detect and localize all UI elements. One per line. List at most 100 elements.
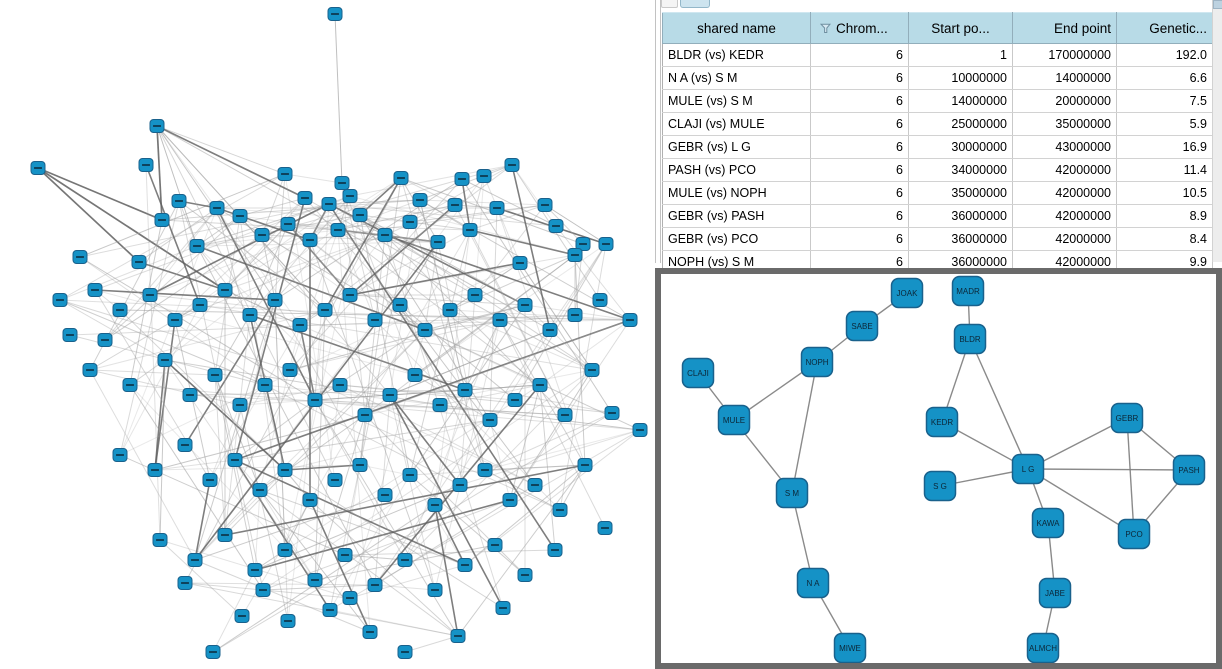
network-node[interactable] [154,213,170,227]
subnetwork-node-gebr[interactable]: GEBR [1110,402,1144,434]
table-cell[interactable]: CLAJI (vs) MULE [662,112,811,136]
network-node[interactable] [205,645,221,659]
network-node[interactable] [548,219,564,233]
table-cell[interactable]: 35000000 [1012,112,1117,136]
network-node[interactable] [252,483,268,497]
network-node[interactable] [487,538,503,552]
network-node[interactable] [367,578,383,592]
subnetwork-node-sabe[interactable]: SABE [845,310,879,342]
network-node[interactable] [407,368,423,382]
network-node[interactable] [427,498,443,512]
network-node[interactable] [234,609,250,623]
network-node[interactable] [575,237,591,251]
subnetwork-node-kedr[interactable]: KEDR [925,406,959,438]
network-node[interactable] [227,453,243,467]
network-node[interactable] [232,398,248,412]
table-row[interactable]: GEBR (vs) PCO 6 36000000 42000000 8.4 [662,227,1213,251]
network-node[interactable] [97,333,113,347]
network-node[interactable] [317,303,333,317]
table-cell[interactable]: 8.4 [1116,227,1213,251]
network-node[interactable] [62,328,78,342]
table-cell[interactable]: 20000000 [1012,89,1117,113]
network-node[interactable] [122,378,138,392]
network-node[interactable] [255,583,271,597]
network-node[interactable] [202,473,218,487]
table-cell[interactable]: GEBR (vs) PCO [662,227,811,251]
column-header-start-po-[interactable]: Start po... [908,12,1013,44]
table-cell[interactable]: 14000000 [1012,66,1117,90]
table-row[interactable]: BLDR (vs) KEDR 6 1 170000000 192.0 [662,43,1213,67]
network-node[interactable] [157,353,173,367]
table-cell[interactable]: GEBR (vs) PASH [662,204,811,228]
subnetwork-edge-l-g-pco[interactable] [1027,468,1135,535]
network-node[interactable] [622,313,638,327]
network-node[interactable] [342,189,358,203]
network-node[interactable] [402,468,418,482]
network-node[interactable] [427,583,443,597]
table-cell[interactable]: PASH (vs) PCO [662,158,811,182]
table-scrollbar[interactable] [1212,0,1222,262]
network-node[interactable] [192,298,208,312]
network-node[interactable] [277,543,293,557]
network-node[interactable] [367,313,383,327]
network-node[interactable] [189,239,205,253]
network-node[interactable] [442,303,458,317]
network-node[interactable] [112,448,128,462]
table-row[interactable]: GEBR (vs) L G 6 30000000 43000000 16.9 [662,135,1213,159]
network-node[interactable] [112,303,128,317]
network-node[interactable] [171,194,187,208]
table-cell[interactable]: 7.5 [1116,89,1213,113]
network-node[interactable] [495,601,511,615]
network-node[interactable] [330,223,346,237]
table-cell[interactable]: 170000000 [1012,43,1117,67]
network-node[interactable] [327,473,343,487]
network-node[interactable] [131,255,147,269]
table-cell[interactable]: 6 [810,135,909,159]
subnetwork-edge-gebr-pco[interactable] [1126,417,1135,535]
table-row[interactable]: GEBR (vs) PASH 6 36000000 42000000 8.9 [662,204,1213,228]
subnetwork-node-claji[interactable]: CLAJI [681,357,715,389]
table-row[interactable]: PASH (vs) PCO 6 34000000 42000000 11.4 [662,158,1213,182]
network-node[interactable] [450,629,466,643]
network-node[interactable] [392,298,408,312]
network-node[interactable] [207,368,223,382]
network-node[interactable] [72,250,88,264]
table-cell[interactable]: 8.9 [1116,204,1213,228]
column-header-chrom-[interactable]: Chrom... [810,12,909,44]
table-cell[interactable]: 192.0 [1116,43,1213,67]
subnetwork-edge-bldr-l-g[interactable] [969,338,1029,470]
network-node[interactable] [142,288,158,302]
network-node[interactable] [597,521,613,535]
network-node[interactable] [152,533,168,547]
subnetwork-node-pash[interactable]: PASH [1172,454,1206,486]
table-cell[interactable]: 6 [810,227,909,251]
table-cell[interactable]: 35000000 [908,181,1013,205]
subnetwork-node-madr[interactable]: MADR [951,275,985,307]
network-node[interactable] [352,208,368,222]
network-node[interactable] [377,228,393,242]
network-node[interactable] [242,308,258,322]
table-cell[interactable]: 34000000 [908,158,1013,182]
network-node[interactable] [567,248,583,262]
table-cell[interactable]: 42000000 [1012,181,1117,205]
network-node[interactable] [177,438,193,452]
network-node[interactable] [592,293,608,307]
network-node[interactable] [280,614,296,628]
network-node[interactable] [584,363,600,377]
network-node[interactable] [52,293,68,307]
table-cell[interactable]: 6.6 [1116,66,1213,90]
table-cell[interactable]: 36000000 [908,227,1013,251]
network-node[interactable] [567,308,583,322]
network-node[interactable] [537,198,553,212]
table-cell[interactable]: 6 [810,43,909,67]
subnetwork-node-kawa[interactable]: KAWA [1031,507,1065,539]
table-cell[interactable]: 5.9 [1116,112,1213,136]
network-node[interactable] [297,191,313,205]
table-row[interactable]: MULE (vs) NOPH 6 35000000 42000000 10.5 [662,181,1213,205]
subnetwork-node-n-a[interactable]: N A [796,567,830,599]
network-node[interactable] [277,463,293,477]
network-node[interactable] [362,625,378,639]
network-node[interactable] [187,553,203,567]
table-cell[interactable]: BLDR (vs) KEDR [662,43,811,67]
network-node[interactable] [217,528,233,542]
